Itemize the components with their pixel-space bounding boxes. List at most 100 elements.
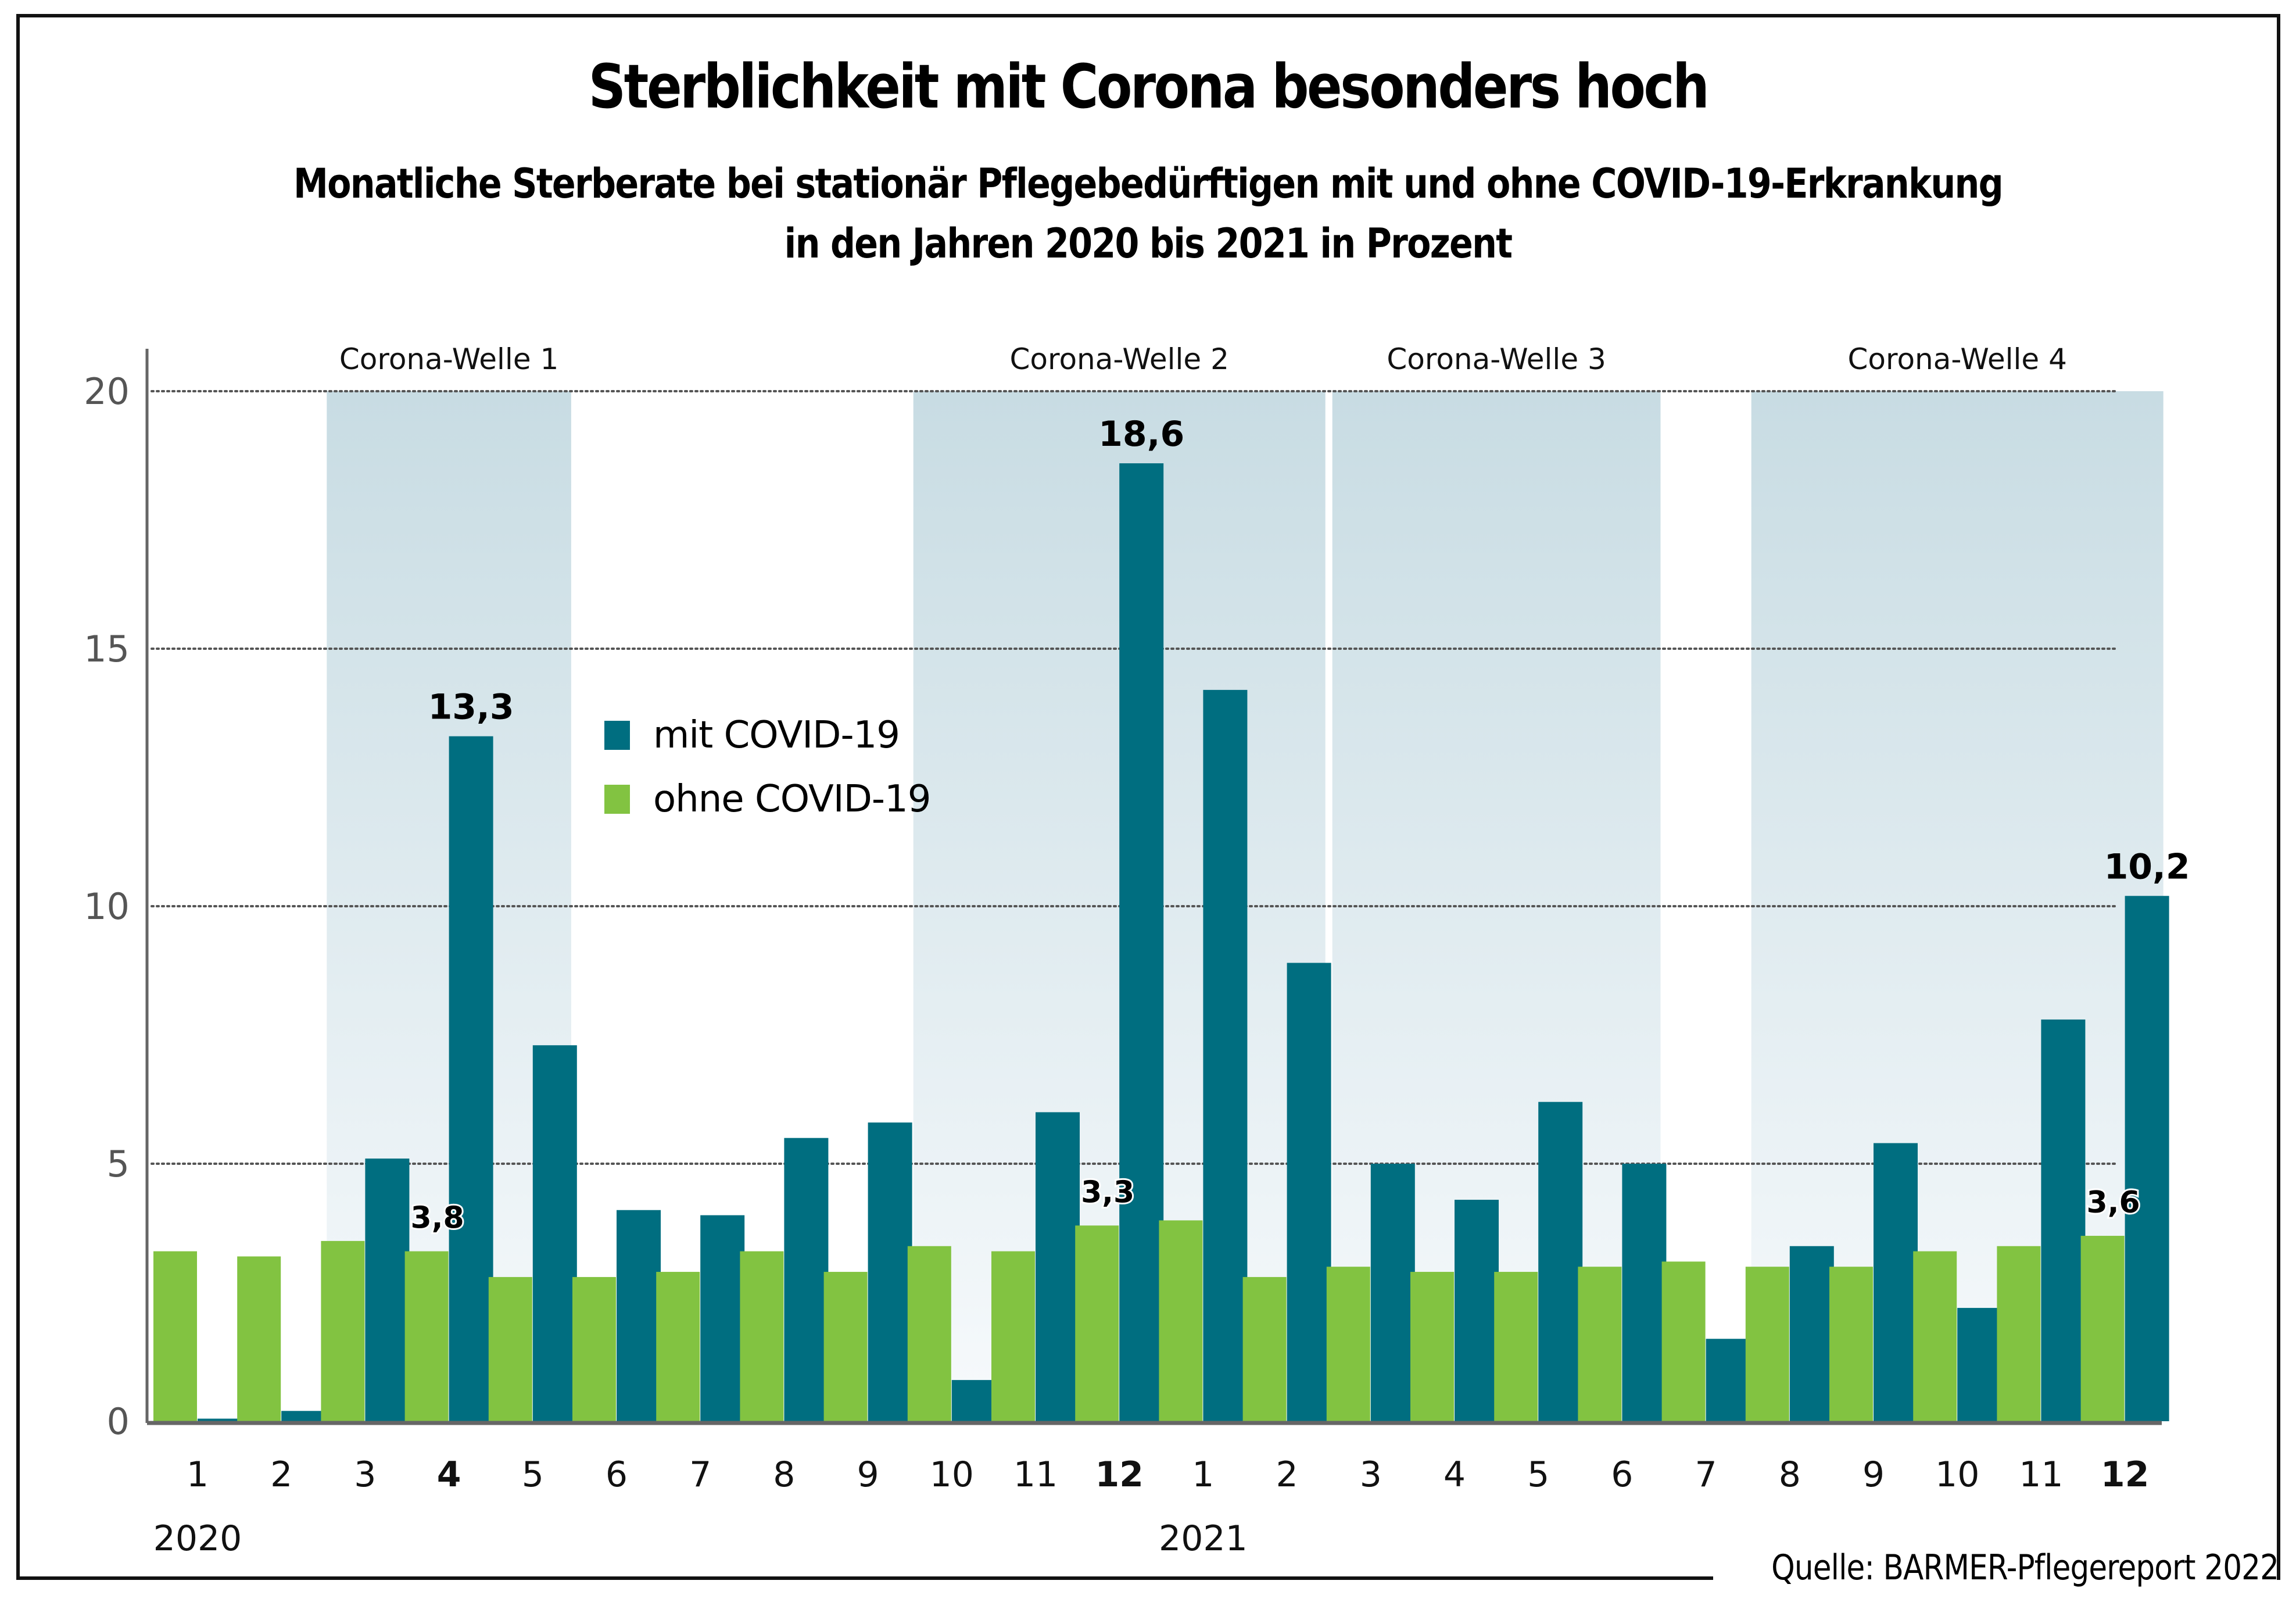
x-tick-label-21: 9: [1862, 1454, 1885, 1495]
x-tick-label-4: 4: [437, 1454, 461, 1495]
bar-mit-15: [1370, 1164, 1415, 1421]
bar-mit-5: [532, 1045, 577, 1421]
bar-ohne-4: [404, 1251, 449, 1421]
bar-mit-21: [1874, 1143, 1918, 1421]
source-note: Quelle: BARMER-Pflegereport 2022: [1771, 1547, 2279, 1588]
wave-label-4: Corona-Welle 4: [1847, 342, 2066, 376]
data-label-ohne-4: 3,8: [411, 1201, 464, 1236]
bar-mit-17: [1538, 1102, 1583, 1421]
bar-mit-3: [365, 1158, 410, 1421]
year-label-2020: 2020: [153, 1518, 242, 1559]
bar-mit-10: [951, 1380, 996, 1421]
bar-ohne-8: [740, 1251, 784, 1421]
bar-ohne-24: [2080, 1236, 2125, 1421]
x-tick-label-14: 2: [1276, 1454, 1298, 1495]
bar-mit-4: [449, 736, 493, 1421]
x-tick-label-10: 10: [930, 1454, 974, 1495]
bar-mit-6: [617, 1210, 661, 1421]
x-tick-label-20: 8: [1779, 1454, 1801, 1495]
bar-ohne-18: [1578, 1267, 1622, 1421]
bar-mit-13: [1203, 689, 1248, 1421]
bar-ohne-21: [1829, 1267, 1873, 1421]
bar-mit-7: [700, 1215, 745, 1421]
x-tick-label-5: 5: [522, 1454, 544, 1495]
bar-mit-8: [784, 1138, 829, 1421]
bar-mit-2: [281, 1411, 326, 1421]
x-tick-label-3: 3: [354, 1454, 376, 1495]
y-tick-label-5: 5: [107, 1143, 130, 1185]
legend-label-ohne: ohne COVID-19: [653, 778, 931, 821]
x-tick-label-11: 11: [1013, 1454, 1058, 1495]
x-tick-label-7: 7: [689, 1454, 711, 1495]
bar-ohne-3: [321, 1240, 365, 1421]
bar-ohne-11: [991, 1251, 1035, 1421]
x-tick-label-24: 12: [2101, 1454, 2150, 1495]
x-tick-label-16: 4: [1443, 1454, 1466, 1495]
y-tick-label-15: 15: [84, 628, 130, 670]
legend-item-ohne: ohne COVID-19: [604, 767, 931, 831]
bar-ohne-23: [1997, 1246, 2041, 1421]
x-tick-label-2: 2: [270, 1454, 292, 1495]
wave-label-2: Corona-Welle 2: [1009, 342, 1228, 376]
y-tick-label-10: 10: [84, 885, 130, 928]
chart-frame: [16, 14, 2280, 1580]
bar-mit-12: [1119, 463, 1164, 1421]
bar-ohne-5: [488, 1276, 532, 1421]
bar-mit-23: [2041, 1019, 2086, 1421]
y-tick-label-20: 20: [84, 370, 130, 413]
bar-mit-14: [1287, 963, 1331, 1421]
bar-ohne-12: [1075, 1225, 1119, 1421]
bar-mit-9: [868, 1122, 912, 1421]
x-tick-label-19: 7: [1695, 1454, 1717, 1495]
x-tick-label-18: 6: [1611, 1454, 1633, 1495]
bar-ohne-20: [1745, 1267, 1789, 1421]
bar-mit-1: [198, 1418, 242, 1421]
bar-mit-22: [1957, 1308, 2002, 1421]
bar-mit-24: [2125, 896, 2169, 1421]
chart-subtitle-line-1: Monatliche Sterberate bei stationär Pfle…: [293, 160, 2004, 208]
bar-ohne-9: [823, 1272, 868, 1421]
wave-label-1: Corona-Welle 1: [339, 342, 558, 376]
x-tick-label-23: 11: [2019, 1454, 2063, 1495]
x-tick-label-12: 12: [1095, 1454, 1144, 1495]
legend-swatch-ohne: [604, 785, 630, 814]
chart-title: Sterblichkeit mit Corona besonders hoch: [588, 51, 1710, 122]
x-tick-label-22: 10: [1935, 1454, 1979, 1495]
data-label-mit-4: 13,3: [428, 687, 514, 728]
bar-mit-11: [1036, 1112, 1080, 1421]
legend-item-mit: mit COVID-19: [604, 703, 930, 767]
bar-ohne-6: [572, 1276, 616, 1421]
data-label-mit-24: 10,2: [2104, 846, 2190, 887]
y-tick-label-0: 0: [107, 1400, 130, 1443]
bar-ohne-10: [907, 1246, 951, 1421]
bar-ohne-15: [1326, 1267, 1370, 1421]
bar-ohne-1: [153, 1251, 197, 1421]
bar-ohne-14: [1242, 1276, 1287, 1421]
bar-ohne-16: [1410, 1272, 1454, 1421]
data-label-ohne-12: 3,3: [1081, 1175, 1134, 1210]
year-label-2021: 2021: [1159, 1518, 1248, 1559]
bar-ohne-13: [1159, 1220, 1203, 1421]
bar-mit-20: [1789, 1246, 1834, 1421]
x-tick-label-17: 5: [1527, 1454, 1549, 1495]
chart-subtitle-line-2: in den Jahren 2020 bis 2021 in Prozent: [784, 220, 1513, 267]
data-label-ohne-24: 3,6: [2087, 1185, 2140, 1220]
data-label-mit-12: 18,6: [1098, 414, 1184, 455]
x-tick-label-8: 8: [773, 1454, 795, 1495]
bar-ohne-2: [237, 1256, 281, 1421]
x-tick-label-6: 6: [606, 1454, 628, 1495]
legend: mit COVID-19 ohne COVID-19: [604, 703, 931, 831]
x-tick-label-13: 1: [1192, 1454, 1214, 1495]
frame-bottom-line: [16, 1576, 1713, 1580]
bar-ohne-17: [1494, 1272, 1538, 1421]
bar-ohne-19: [1661, 1261, 1706, 1421]
x-tick-label-9: 9: [857, 1454, 879, 1495]
bar-mit-16: [1455, 1200, 1499, 1421]
legend-swatch-mit: [604, 721, 630, 750]
x-tick-label-1: 1: [187, 1454, 209, 1495]
bar-mit-18: [1622, 1164, 1667, 1421]
legend-label-mit: mit COVID-19: [653, 714, 900, 757]
bar-ohne-22: [1913, 1251, 1957, 1421]
wave-label-3: Corona-Welle 3: [1387, 342, 1606, 376]
